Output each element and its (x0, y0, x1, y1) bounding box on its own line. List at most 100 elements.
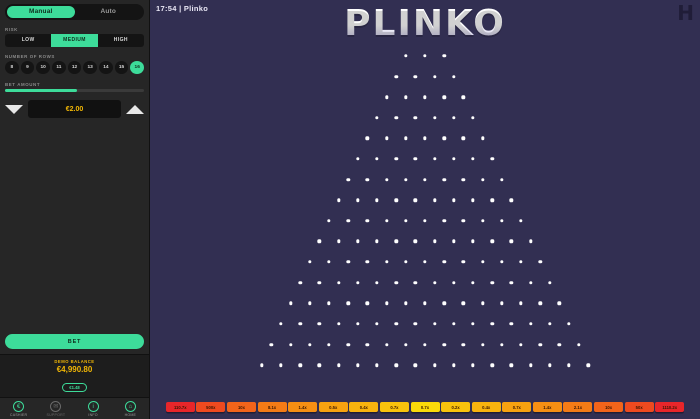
peg (462, 260, 465, 263)
mode-auto-button[interactable]: Auto (75, 6, 143, 18)
peg (327, 219, 330, 222)
risk-selector[interactable]: LOW MEDIUM HIGH (5, 34, 144, 47)
peg (500, 260, 503, 263)
bet-amount-slider[interactable] (5, 89, 144, 92)
peg (318, 281, 321, 284)
multiplier-chip: 0.7x (502, 402, 531, 412)
peg (366, 260, 369, 263)
bet-button[interactable]: BET (5, 334, 144, 349)
peg (414, 199, 417, 202)
page-title: PLINKO (150, 3, 700, 44)
peg (327, 260, 330, 263)
info-icon: i (88, 401, 99, 412)
peg (279, 363, 282, 366)
sidebar-controls: Manual Auto RISK LOW MEDIUM HIGH NUMBER … (0, 0, 149, 118)
multiplier-chip: 1.4x (288, 402, 317, 412)
peg (414, 322, 417, 325)
rows-selector[interactable]: 8910111213141516 (5, 61, 144, 74)
peg (519, 343, 522, 346)
risk-option-high[interactable]: HIGH (98, 34, 144, 47)
peg (452, 75, 455, 78)
multiplier-chip: 0.4x (472, 402, 501, 412)
peg (510, 240, 513, 243)
footer-nav-item-cashier[interactable]: €CASHIER (0, 401, 37, 417)
triangle-up-icon[interactable] (126, 105, 144, 114)
peg (510, 199, 513, 202)
peg (423, 302, 426, 305)
peg (452, 240, 455, 243)
footer-nav-label: INFO (75, 413, 112, 417)
peg (394, 157, 397, 160)
peg (490, 281, 493, 284)
multiplier-chip: 0.2x (441, 402, 470, 412)
bet-amount-value[interactable]: €2.00 (28, 100, 121, 118)
peg (433, 363, 436, 366)
peg (471, 322, 474, 325)
peg (462, 302, 465, 305)
peg (337, 363, 340, 366)
balance-pill[interactable]: €1.48 (62, 383, 86, 392)
peg (308, 343, 311, 346)
chat-icon: ✉ (50, 401, 61, 412)
peg (490, 240, 493, 243)
rows-option-11[interactable]: 11 (52, 61, 66, 74)
peg (471, 363, 474, 366)
peg (366, 178, 369, 181)
peg (433, 199, 436, 202)
rows-option-16[interactable]: 16 (130, 61, 144, 74)
peg (471, 199, 474, 202)
peg (414, 116, 417, 119)
peg (346, 178, 349, 181)
peg (442, 302, 445, 305)
rows-option-12[interactable]: 12 (68, 61, 82, 74)
peg (500, 178, 503, 181)
peg (490, 199, 493, 202)
footer-nav-item-support[interactable]: ✉SUPPORT (37, 401, 74, 417)
peg (538, 260, 541, 263)
peg (298, 322, 301, 325)
peg (289, 302, 292, 305)
footer-nav-item-home[interactable]: ⌂HOME (112, 401, 149, 417)
peg (567, 363, 570, 366)
peg (462, 178, 465, 181)
peg (567, 322, 570, 325)
peg (404, 54, 407, 57)
mode-manual-button[interactable]: Manual (7, 6, 75, 18)
peg (481, 137, 484, 140)
peg (346, 219, 349, 222)
peg (481, 178, 484, 181)
footer-nav-item-info[interactable]: iINFO (75, 401, 112, 417)
peg (462, 219, 465, 222)
peg (385, 178, 388, 181)
triangle-down-icon[interactable] (5, 105, 23, 114)
peg (375, 199, 378, 202)
peg (462, 137, 465, 140)
peg (337, 322, 340, 325)
peg (423, 178, 426, 181)
rows-option-13[interactable]: 13 (83, 61, 97, 74)
peg (490, 322, 493, 325)
mode-toggle[interactable]: Manual Auto (5, 4, 144, 20)
peg (366, 137, 369, 140)
rows-option-15[interactable]: 15 (115, 61, 129, 74)
peg (356, 199, 359, 202)
rows-option-14[interactable]: 14 (99, 61, 113, 74)
peg (558, 343, 561, 346)
peg (433, 157, 436, 160)
peg (510, 363, 513, 366)
peg (490, 363, 493, 366)
multiplier-chip: 0.7x (380, 402, 409, 412)
rows-option-8[interactable]: 8 (5, 61, 19, 74)
peg (375, 240, 378, 243)
risk-option-medium[interactable]: MEDIUM (51, 34, 97, 47)
peg (577, 343, 580, 346)
rows-option-9[interactable]: 9 (21, 61, 35, 74)
footer-nav-label: SUPPORT (37, 413, 74, 417)
peg (337, 240, 340, 243)
peg (394, 199, 397, 202)
peg (394, 75, 397, 78)
peg (529, 240, 532, 243)
rows-option-10[interactable]: 10 (36, 61, 50, 74)
peg (538, 302, 541, 305)
risk-option-low[interactable]: LOW (5, 34, 51, 47)
